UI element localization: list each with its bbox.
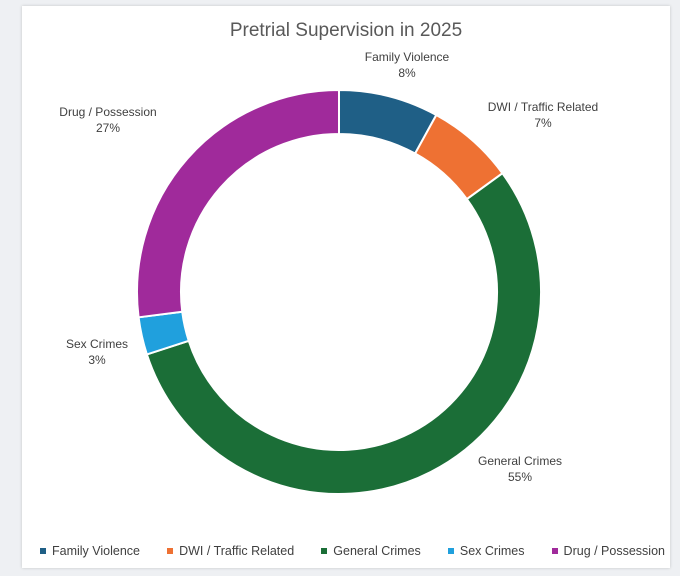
legend-label: General Crimes — [333, 544, 421, 558]
legend-label: Family Violence — [52, 544, 141, 558]
legend-item-sex-crimes: Sex Crimes — [447, 544, 525, 558]
legend-item-general-crimes: General Crimes — [321, 544, 421, 558]
chart-title: Pretrial Supervision in 2025 — [229, 20, 463, 41]
slice-general-crimes — [145, 171, 542, 495]
data-label-category-sex-crimes: Sex Crimes — [66, 337, 128, 351]
legend-item-family-violence: Family Violence — [40, 544, 140, 558]
data-label-value-sex-crimes: 3% — [88, 353, 106, 367]
data-label-value-general-crimes: 55% — [508, 470, 532, 484]
legend-swatch — [40, 548, 46, 554]
legend-label: DWI / Traffic Related — [179, 544, 295, 558]
legend-item-dwi-traffic-related: DWI / Traffic Related — [167, 544, 294, 558]
data-label-category-dwi-traffic-related: DWI / Traffic Related — [488, 100, 598, 114]
slice-drug-possession — [136, 88, 340, 319]
legend-swatch — [447, 548, 454, 554]
legend-swatch — [551, 548, 558, 554]
data-label-value-family-violence: 8% — [398, 66, 416, 80]
data-label-value-dwi-traffic-related: 7% — [534, 116, 552, 130]
legend-swatch — [321, 548, 328, 554]
data-label-category-drug-possession: Drug / Possession — [59, 105, 156, 119]
legend-swatch — [167, 548, 174, 554]
data-label-value-drug-possession: 27% — [96, 121, 120, 135]
chart-legend: Family Violence DWI / Traffic Related Gene… — [40, 544, 665, 558]
data-label-category-family-violence: Family Violence — [365, 50, 450, 64]
legend-label: Drug / Possession — [563, 544, 665, 558]
legend-label: Sex Crimes — [459, 544, 525, 558]
data-label-category-general-crimes: General Crimes — [478, 454, 562, 468]
legend-item-drug-possession: Drug / Possession — [551, 544, 665, 558]
chart-card: Pretrial Supervision in 2025 Family Viol… — [22, 6, 670, 568]
donut-chart: Family Violence 8% DWI / Traffic Related 7%… — [59, 50, 598, 495]
